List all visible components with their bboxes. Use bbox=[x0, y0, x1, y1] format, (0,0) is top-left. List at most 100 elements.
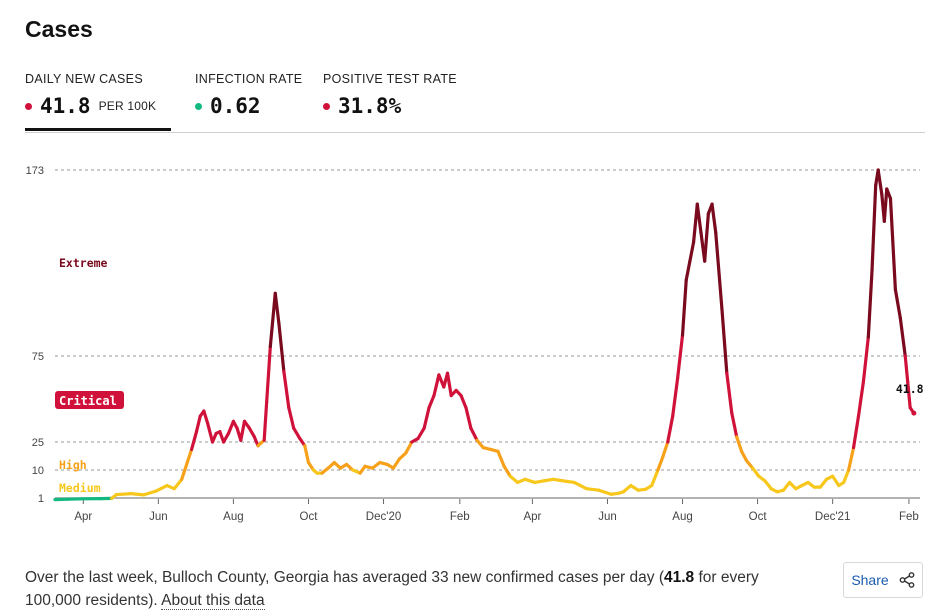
summary-text-end: for every 100,000 residents). bbox=[25, 569, 759, 609]
series-line-segment bbox=[303, 444, 311, 465]
tab-infection-rate[interactable]: INFECTION RATE 0.62 bbox=[195, 70, 305, 131]
tab-value: 41.8 bbox=[40, 94, 91, 118]
series-line-segment bbox=[154, 483, 169, 493]
series-line-segment bbox=[710, 202, 718, 235]
series-line-segment bbox=[129, 492, 146, 497]
series-line-segment bbox=[763, 479, 773, 491]
series-line-segment bbox=[688, 240, 696, 263]
daily-cases-chart: 1 10 25 75 173 Apr Jun Aug Oct Dec'20 Feb Apr Jun Aug… bbox=[26, 165, 924, 523]
series-line-segment bbox=[205, 421, 215, 444]
page-title: Cases bbox=[25, 16, 93, 42]
series-line-segment bbox=[496, 449, 506, 468]
status-dot-icon bbox=[195, 102, 202, 110]
x-tick-label: Jun bbox=[598, 511, 617, 523]
y-tick-label: 10 bbox=[32, 465, 44, 477]
series-line-segment bbox=[650, 468, 660, 488]
series-line-segment bbox=[287, 406, 296, 430]
x-tick-label: Aug bbox=[223, 511, 243, 523]
x-tick-label: Jun bbox=[149, 511, 168, 523]
tab-positive-test-rate[interactable]: POSITIVE TEST RATE 31.8% bbox=[323, 70, 458, 131]
series-line-segment bbox=[391, 457, 402, 470]
status-dot-icon bbox=[25, 102, 32, 110]
series-line-segment bbox=[432, 373, 441, 398]
series-line-segment bbox=[561, 479, 576, 485]
summary-text-start: Over the last week, Bulloch County, Geor… bbox=[25, 569, 664, 586]
series-line-segment bbox=[882, 187, 889, 223]
series-line-segment bbox=[502, 464, 512, 478]
series-line-segment bbox=[572, 480, 589, 491]
series-line-segment bbox=[676, 333, 685, 380]
risk-level-label: High bbox=[59, 458, 87, 472]
series-line-segment bbox=[427, 393, 436, 410]
series-line-segment bbox=[744, 459, 755, 470]
series-line-segment bbox=[194, 414, 202, 434]
share-icon bbox=[899, 572, 915, 588]
series-line-segment bbox=[221, 431, 231, 444]
series-line-segment bbox=[856, 380, 865, 418]
series-line-segment bbox=[893, 287, 902, 320]
series-line-segment bbox=[541, 477, 555, 483]
series-line-segment bbox=[180, 459, 190, 481]
series-line-segment bbox=[739, 449, 749, 463]
series-line-segment bbox=[202, 409, 210, 425]
risk-level-badge bbox=[55, 391, 124, 409]
y-tick-label: 1 bbox=[38, 493, 44, 505]
series-line-segment bbox=[172, 477, 184, 491]
series-line-segment bbox=[730, 411, 739, 439]
series-line-segment bbox=[861, 335, 870, 384]
share-button[interactable]: Share bbox=[843, 562, 923, 598]
series-line-segment bbox=[866, 268, 874, 339]
about-data-link[interactable]: About this data bbox=[161, 592, 265, 610]
series-line-segment bbox=[282, 369, 291, 410]
series-line-segment bbox=[725, 371, 734, 415]
risk-level-label: Medium bbox=[59, 481, 101, 495]
tab-value: 31.8% bbox=[338, 94, 402, 118]
series-line-segment bbox=[523, 477, 537, 485]
series-line-segment bbox=[903, 354, 910, 384]
share-label: Share bbox=[851, 572, 889, 588]
x-tick-label: Feb bbox=[450, 511, 470, 523]
tab-unit: PER 100K bbox=[98, 99, 157, 113]
series-line-segment bbox=[469, 426, 479, 442]
series-line-segment bbox=[684, 259, 692, 282]
series-line-segment bbox=[508, 474, 520, 485]
series-line-segment bbox=[735, 435, 744, 453]
series-line-segment bbox=[239, 419, 247, 442]
summary-highlight-value: 41.8 bbox=[664, 569, 695, 586]
series-line-segment bbox=[842, 468, 851, 485]
series-line-segment bbox=[416, 426, 426, 441]
tab-daily-new-cases[interactable]: DAILY NEW CASES 41.8 PER 100K bbox=[25, 70, 171, 131]
series-line-segment bbox=[661, 440, 670, 459]
x-tick-label: Dec'21 bbox=[815, 511, 850, 523]
series-line-segment bbox=[847, 446, 856, 472]
series-line-segment bbox=[459, 393, 468, 410]
x-tick-label: Apr bbox=[74, 511, 92, 523]
series-line-segment bbox=[666, 414, 675, 444]
series-line-segment bbox=[906, 380, 912, 410]
series-line-segment bbox=[186, 447, 194, 463]
series-line-segment bbox=[680, 278, 688, 337]
x-tick-label: Feb bbox=[899, 511, 919, 523]
series-line-segment bbox=[551, 477, 565, 483]
series-line-segment bbox=[621, 483, 633, 494]
series-line-segment bbox=[141, 489, 158, 497]
series-line-segment bbox=[268, 291, 277, 349]
series-line-segment bbox=[247, 426, 256, 439]
risk-level-label: Critical bbox=[59, 394, 117, 408]
series-line-segment bbox=[851, 414, 861, 450]
y-tick-label: 25 bbox=[32, 437, 44, 449]
series-line-segment bbox=[464, 406, 473, 430]
x-tick-label: Aug bbox=[672, 511, 692, 523]
metric-tabs: DAILY NEW CASES 41.8 PER 100K INFECTION … bbox=[25, 70, 925, 133]
y-tick-label: 173 bbox=[26, 165, 44, 177]
series-line-segment bbox=[404, 440, 414, 455]
series-line-segment bbox=[831, 474, 841, 488]
status-dot-icon bbox=[323, 102, 330, 110]
series-line-segment bbox=[292, 426, 302, 441]
series-line-segment bbox=[262, 400, 269, 442]
series-line-segment bbox=[720, 306, 729, 375]
tab-value: 0.62 bbox=[210, 94, 261, 118]
series-line-segment bbox=[818, 477, 829, 489]
x-tick-label: Oct bbox=[749, 511, 768, 523]
last-value-label: 41.8 bbox=[896, 382, 924, 396]
